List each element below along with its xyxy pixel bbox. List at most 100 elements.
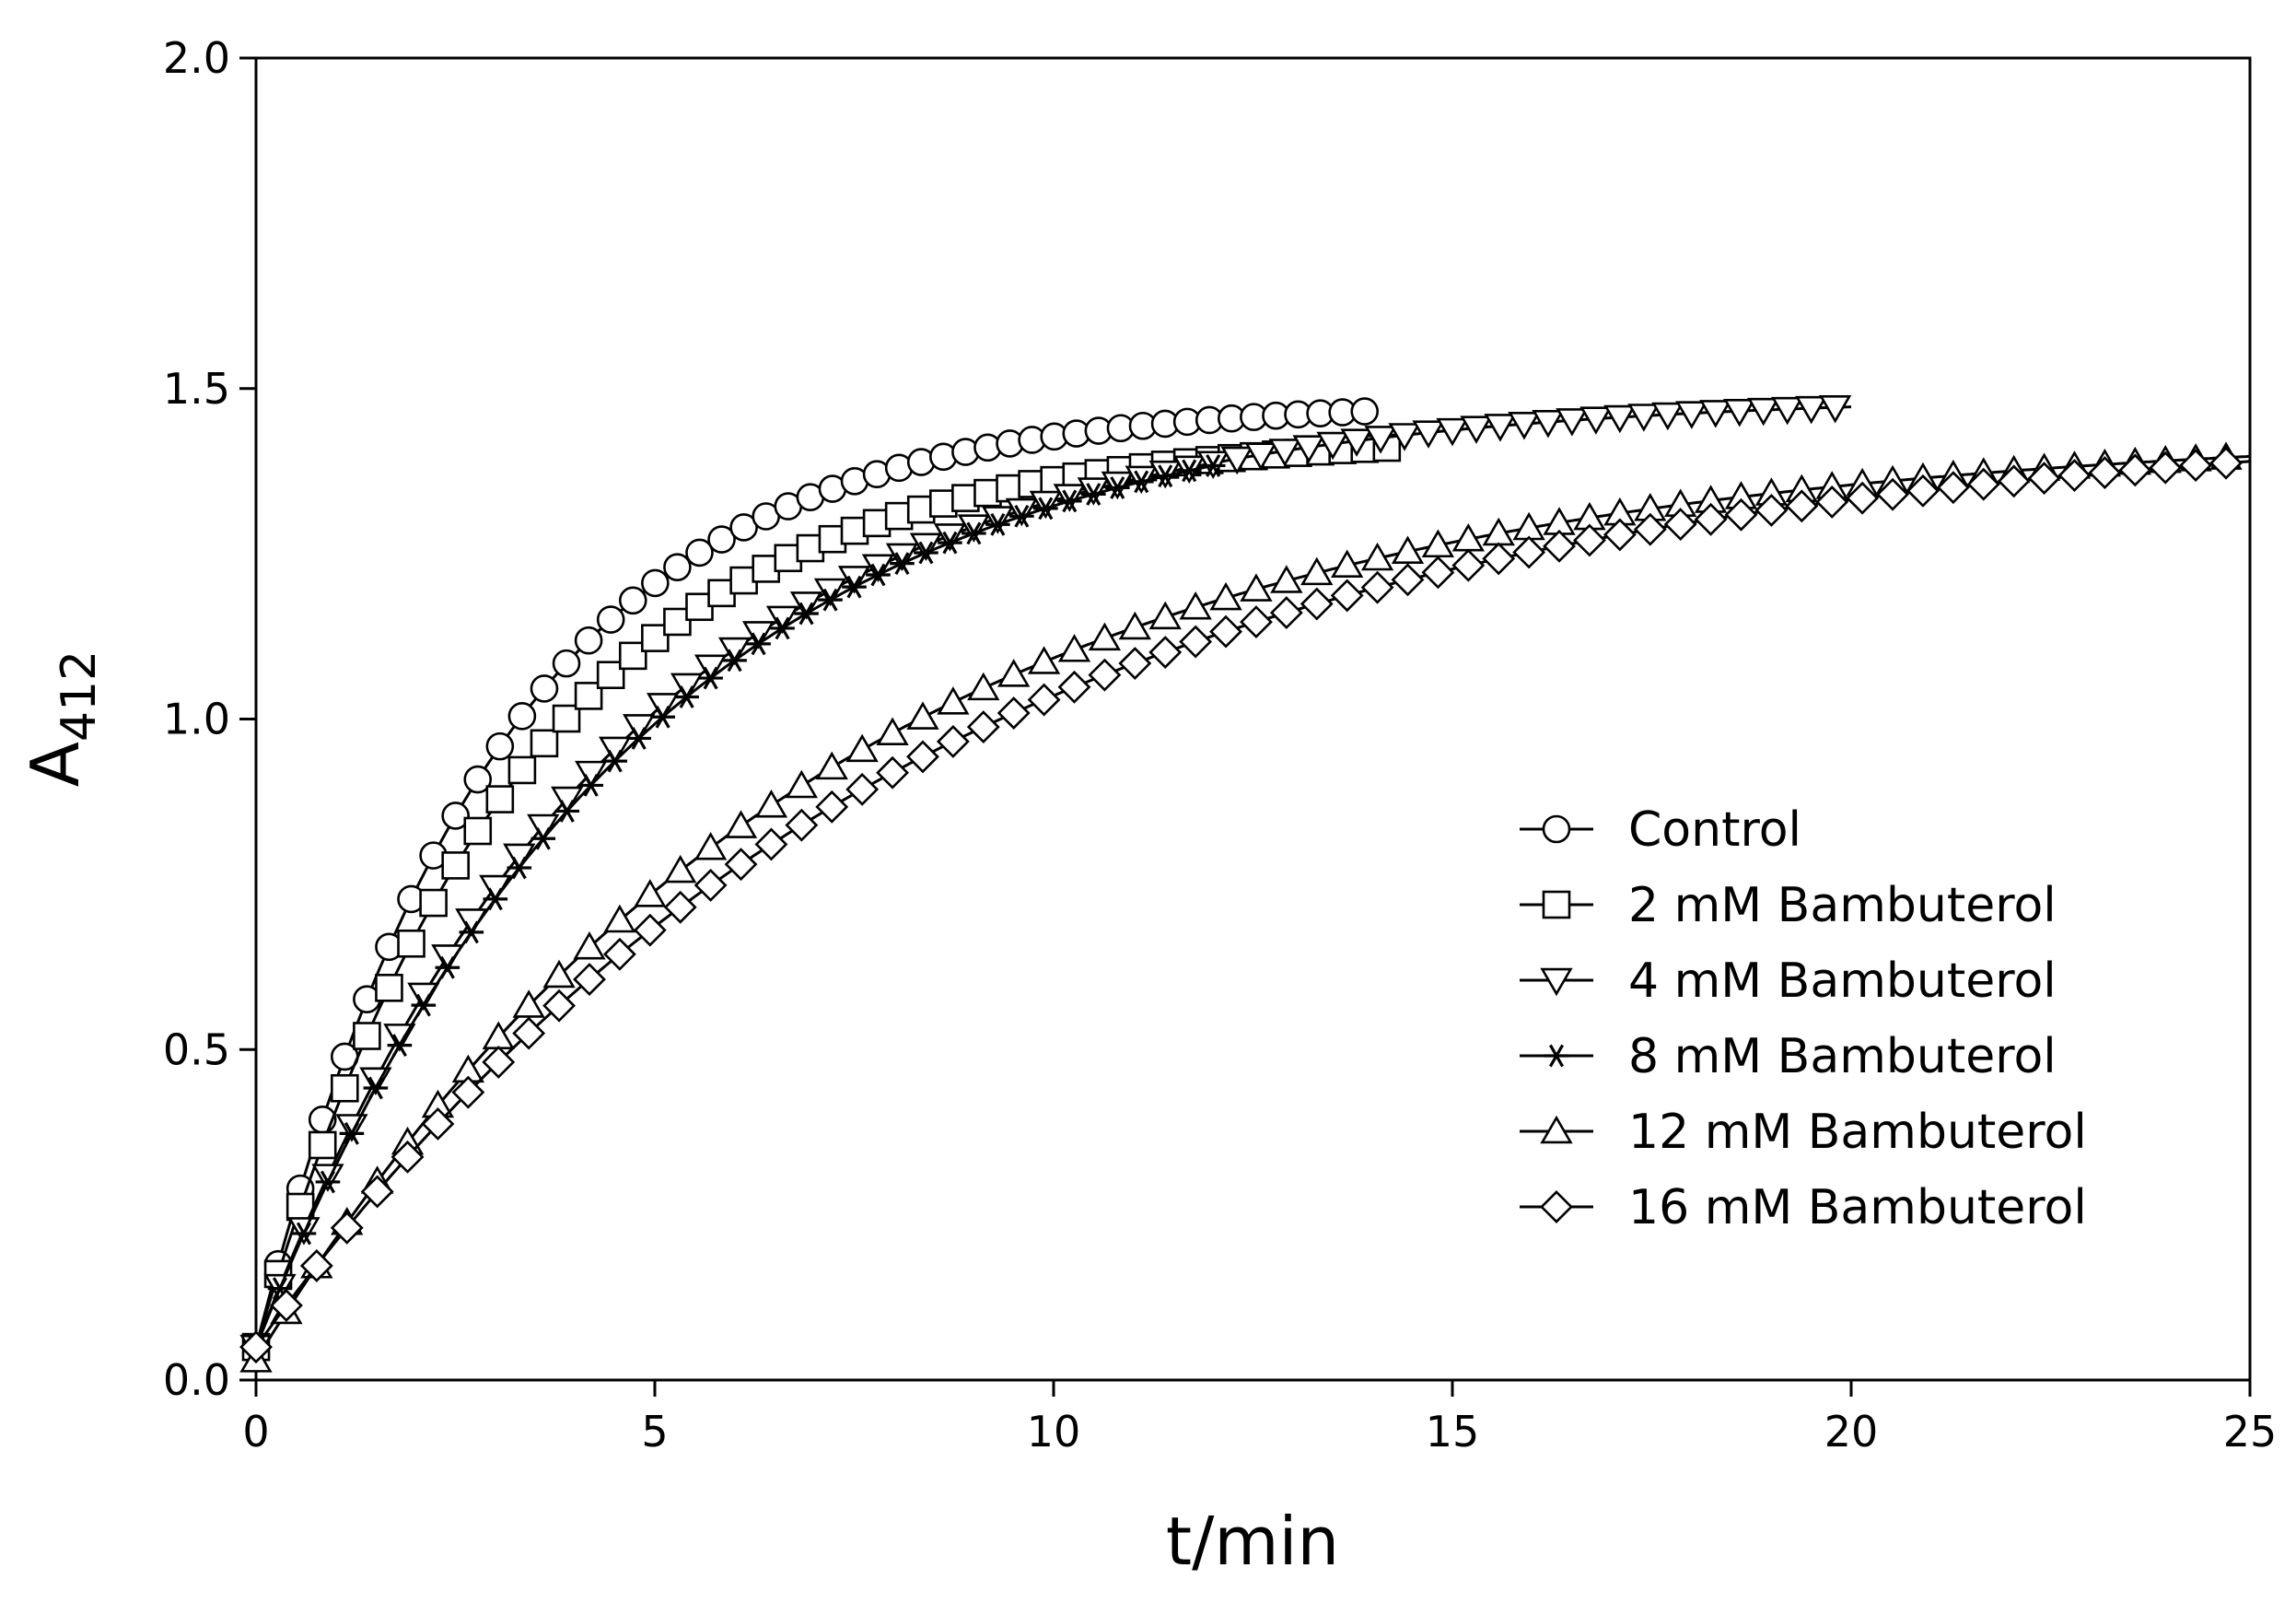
data-point: [1532, 409, 1565, 439]
data-point: [1005, 497, 1039, 527]
series-points: [239, 394, 1852, 1363]
data-point: [1088, 658, 1122, 692]
x-tick-label: 15: [1426, 1407, 1480, 1457]
data-point: [397, 929, 425, 958]
series: [241, 397, 1380, 1362]
asterisk-stroke: [751, 632, 766, 656]
asterisk-stroke: [607, 749, 623, 773]
data-point: [967, 672, 1000, 701]
data-point: [482, 1045, 516, 1079]
asterisk-stroke: [870, 563, 886, 587]
asterisk-stroke: [535, 826, 551, 850]
y-tick-label: 0.0: [163, 1355, 230, 1405]
data-point: [966, 710, 1000, 744]
data-point: [933, 523, 967, 552]
legend-label: 16 mM Bambuterol: [1628, 1180, 2087, 1235]
data-point: [1663, 508, 1697, 542]
asterisk-stroke: [296, 1222, 311, 1246]
data-point: [552, 649, 581, 678]
data-point: [330, 1073, 359, 1103]
data-point: [1118, 647, 1152, 680]
data-point: [1484, 414, 1517, 442]
data-point: [554, 800, 580, 823]
x-tick-label: 25: [2223, 1407, 2278, 1457]
data-point: [842, 575, 867, 599]
data-point: [1331, 549, 1364, 579]
data-point: [485, 785, 515, 813]
data-point: [1244, 442, 1277, 471]
data-point: [419, 888, 448, 918]
data-point: [441, 851, 470, 880]
asterisk-stroke: [727, 649, 742, 673]
data-point: [315, 1170, 341, 1194]
series: [243, 454, 1226, 1359]
data-point: [754, 827, 788, 861]
data-point: [1088, 622, 1122, 651]
data-point: [2027, 462, 2061, 496]
data-point: [1460, 415, 1493, 444]
data-point: [1482, 542, 1516, 576]
data-point: [1300, 556, 1334, 586]
data-point: [507, 755, 537, 785]
data-point: [1694, 502, 1728, 536]
data-point: [551, 786, 584, 815]
data-point: [1627, 404, 1661, 432]
data-point: [1540, 967, 1573, 997]
data-point: [1651, 402, 1684, 431]
data-point: [421, 1107, 455, 1141]
data-point: [339, 1122, 365, 1145]
asterisk-stroke: [894, 552, 910, 575]
data-point: [1544, 1044, 1569, 1068]
data-point: [670, 673, 704, 702]
data-point: [1966, 467, 2000, 501]
data-point: [1573, 523, 1606, 557]
data-point: [1176, 459, 1202, 483]
data-point: [441, 802, 470, 830]
data-point: [1104, 476, 1130, 499]
data-point: [1633, 512, 1667, 546]
data-point: [1360, 570, 1394, 604]
asterisk-stroke: [1206, 454, 1221, 477]
data-point: [1057, 489, 1082, 513]
data-point: [1936, 471, 1970, 505]
data-point: [861, 554, 895, 582]
data-point: [1152, 464, 1178, 488]
asterisk-stroke: [1548, 1044, 1565, 1068]
data-point: [634, 879, 667, 907]
data-point: [906, 740, 939, 774]
data-point: [1220, 446, 1253, 475]
data-point: [663, 890, 697, 924]
data-point: [2057, 459, 2092, 492]
data-point: [724, 848, 758, 882]
data-point: [1556, 408, 1589, 437]
data-point: [463, 765, 493, 794]
data-point: [507, 702, 537, 731]
data-point: [997, 659, 1031, 687]
asterisk-stroke: [631, 727, 647, 750]
asterisk-stroke: [1182, 459, 1197, 483]
x-tick-label: 0: [242, 1407, 269, 1457]
data-point: [596, 605, 625, 634]
data-point: [1292, 435, 1325, 463]
data-point: [1724, 497, 1758, 532]
data-point: [996, 696, 1031, 730]
data-point: [1350, 397, 1380, 426]
asterisk-stroke: [798, 602, 814, 626]
data-point: [1330, 579, 1364, 613]
data-point: [1771, 396, 1804, 426]
data-point: [451, 1075, 485, 1109]
data-point: [707, 525, 736, 554]
series-points: [239, 446, 2243, 1364]
asterisk-stroke: [344, 1122, 359, 1145]
data-point: [1391, 563, 1425, 597]
data-point: [575, 760, 608, 790]
data-point: [866, 563, 891, 587]
data-point: [1603, 404, 1637, 434]
data-point: [1009, 504, 1034, 528]
data-point: [1754, 493, 1789, 527]
data-point: [1675, 401, 1708, 429]
data-point: [770, 616, 795, 640]
data-point: [1340, 428, 1373, 457]
data-point: [411, 993, 437, 1017]
data-point: [618, 586, 647, 615]
